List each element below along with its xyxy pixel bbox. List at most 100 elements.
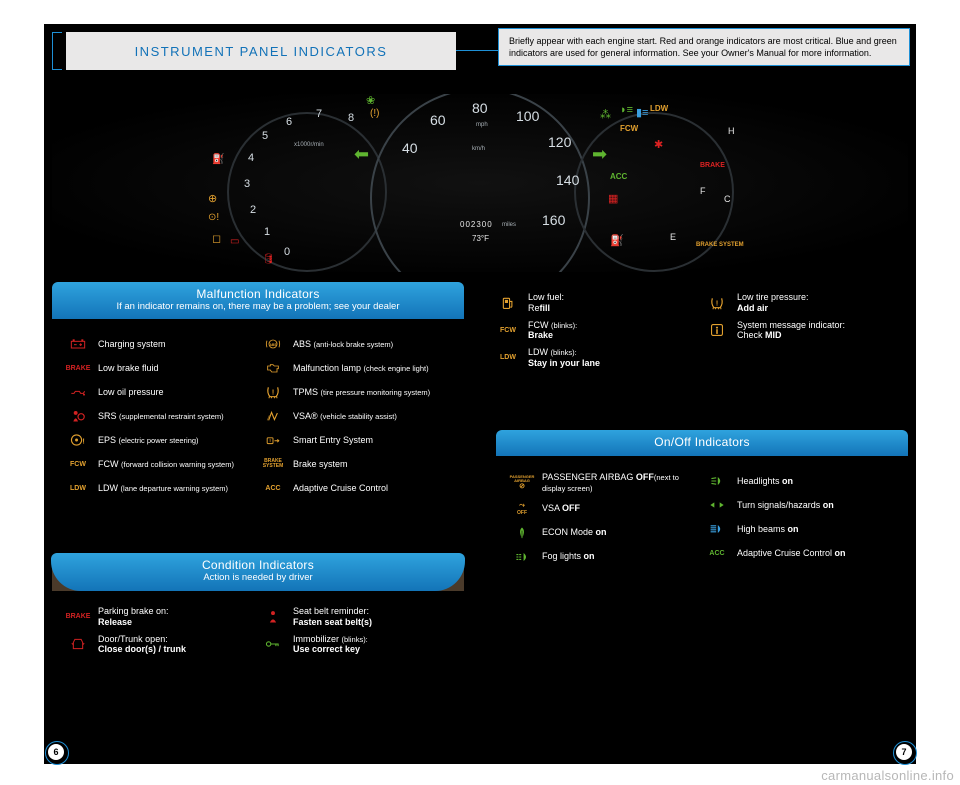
indicator-item: !TPMS (tire pressure monitoring system) xyxy=(261,383,450,401)
fuel-f: F xyxy=(700,186,706,196)
kmh-label: km/h xyxy=(472,146,485,152)
abs-icon: ABS xyxy=(261,335,285,353)
indicator-label: PASSENGER AIRBAG OFF(next to display scr… xyxy=(542,472,699,494)
manual-page: INSTRUMENT PANEL INDICATORS Briefly appe… xyxy=(44,24,916,764)
fog-icon xyxy=(510,548,534,566)
indicator-item: High beams on xyxy=(705,520,894,538)
fcw-text-icon: FCW xyxy=(66,455,90,473)
condition-subtitle: Action is needed by driver xyxy=(61,572,455,583)
indicator-label: LDW (blinks):Stay in your lane xyxy=(528,347,699,369)
indicator-label: Parking brake on:Release xyxy=(98,606,255,628)
dash-door-icon: ▦ xyxy=(608,192,618,205)
indicator-label: Fog lights on xyxy=(542,551,699,562)
header-description: Briefly appear with each engine start. R… xyxy=(498,28,910,66)
condition-header-wrap: Condition Indicators Action is needed by… xyxy=(52,553,464,591)
acc-text-icon: ACC xyxy=(261,479,285,497)
indicator-item: Charging system xyxy=(66,335,255,353)
odometer: 002300 xyxy=(460,220,493,229)
indicator-item: FCWFCW (blinks):Brake xyxy=(496,320,699,342)
condition-right-col: Seat belt reminder:Fasten seat belt(s) Im… xyxy=(261,600,450,661)
indicator-item: PASSENGERAIRBAG⊘PASSENGER AIRBAG OFF(nex… xyxy=(510,472,699,494)
indicator-label: ABS (anti-lock brake system) xyxy=(293,339,450,350)
econ-icon xyxy=(510,524,534,542)
dash-srs-icon: ✱ xyxy=(654,138,663,151)
dash-left-arrow-icon: ⬅ xyxy=(354,144,369,165)
acc-text-icon: ACC xyxy=(705,544,729,562)
onoff-body: PASSENGERAIRBAG⊘PASSENGER AIRBAG OFF(nex… xyxy=(496,456,908,584)
fuel-e: E xyxy=(670,232,676,242)
speed-40: 40 xyxy=(402,140,418,156)
indicator-item: ACCAdaptive Cruise Control on xyxy=(705,544,894,562)
malfunction-right-col: ABS ABS (anti-lock brake system) Malfuncti… xyxy=(261,329,450,503)
page-number-right: 7 xyxy=(896,744,912,760)
mph-label: mph xyxy=(476,122,488,128)
svg-text:!: ! xyxy=(82,437,84,446)
tacho-1: 1 xyxy=(264,226,270,238)
speed-80: 80 xyxy=(472,100,488,116)
tacho-4: 4 xyxy=(248,152,254,164)
temp-c: C xyxy=(724,194,731,204)
tacho-3: 3 xyxy=(244,178,250,190)
condition-body: BRAKEParking brake on:ReleaseDoor/Trunk … xyxy=(52,590,464,673)
turn-signal-icon xyxy=(705,496,729,514)
speed-160: 160 xyxy=(542,212,565,228)
speed-140: 140 xyxy=(556,172,579,188)
brake-text-icon: BRAKE xyxy=(66,359,90,377)
malfunction-subtitle: If an indicator remains on, there may be… xyxy=(62,301,454,312)
indicator-item: ECON Mode on xyxy=(510,524,699,542)
standalone-right: !Low tire pressure:Add airSystem message… xyxy=(705,286,908,375)
indicator-item: Door/Trunk open:Close door(s) / trunk xyxy=(66,634,255,656)
vsa-off-icon: ⤳OFF xyxy=(510,500,534,518)
dash-highbeam-icon: ▮≡ xyxy=(636,106,648,119)
indicator-item: Malfunction lamp (check engine light) xyxy=(261,359,450,377)
indicator-item: BRAKELow brake fluid xyxy=(66,359,255,377)
indicator-item: Immobilizer (blinks):Use correct key xyxy=(261,634,450,656)
indicator-label: Turn signals/hazards on xyxy=(737,500,894,511)
indicator-label: Immobilizer (blinks):Use correct key xyxy=(293,634,450,656)
dash-eps-icon: ⊙! xyxy=(208,212,219,223)
indicator-label: Headlights on xyxy=(737,476,894,487)
indicator-label: Malfunction lamp (check engine light) xyxy=(293,363,450,374)
speed-60: 60 xyxy=(430,112,446,128)
dash-oil-icon: 🛢 xyxy=(262,254,275,265)
indicator-item: Low fuel:Refill xyxy=(496,292,699,314)
indicator-item: LDWLDW (lane departure warning system) xyxy=(66,479,255,497)
svg-text:!: ! xyxy=(269,438,271,443)
indicator-item: ! EPS (electric power steering) xyxy=(66,431,255,449)
speed-100: 100 xyxy=(516,108,539,124)
tacho-8: 8 xyxy=(348,112,354,124)
indicator-item: Low oil pressure xyxy=(66,383,255,401)
tacho-7: 7 xyxy=(316,108,322,120)
dash-right-arrow-icon: ➡ xyxy=(592,144,607,165)
indicator-item: VSA® (vehicle stability assist) xyxy=(261,407,450,425)
vsa-icon xyxy=(261,407,285,425)
indicator-label: VSA OFF xyxy=(542,503,699,514)
headlights-icon xyxy=(705,472,729,490)
svg-text:ABS: ABS xyxy=(269,343,277,347)
header-row: INSTRUMENT PANEL INDICATORS Briefly appe… xyxy=(44,28,916,80)
indicator-item: SRS (supplemental restraint system) xyxy=(66,407,255,425)
dash-fuel-icon: ⛽ xyxy=(212,154,224,165)
srs-icon xyxy=(66,407,90,425)
brake-system-icon: BRAKESYSTEM xyxy=(261,455,285,473)
info-icon xyxy=(705,321,729,339)
title-bracket xyxy=(52,32,62,70)
tacho-unit: x1000r/min xyxy=(294,142,324,148)
indicator-item: BRAKESYSTEMBrake system xyxy=(261,455,450,473)
indicator-label: FCW (forward collision warning system) xyxy=(98,459,255,470)
indicator-label: ECON Mode on xyxy=(542,527,699,538)
indicator-label: EPS (electric power steering) xyxy=(98,435,255,446)
dash-fuel2-icon: ⛽ xyxy=(610,234,624,247)
dash-ldw: LDW xyxy=(650,104,668,113)
seatbelt-icon xyxy=(261,608,285,626)
indicator-label: Seat belt reminder:Fasten seat belt(s) xyxy=(293,606,450,628)
indicator-item: Turn signals/hazards on xyxy=(705,496,894,514)
tachometer-gauge xyxy=(227,112,387,272)
indicator-item: ABS ABS (anti-lock brake system) xyxy=(261,335,450,353)
temp-reading: 73°F xyxy=(472,234,489,243)
onoff-header: On/Off Indicators xyxy=(496,430,908,456)
dash-fcw: FCW xyxy=(620,124,638,133)
dash-battery-icon: ▭ xyxy=(230,236,239,247)
dash-tpms-icon: (!) xyxy=(370,108,379,119)
indicator-label: High beams on xyxy=(737,524,894,535)
